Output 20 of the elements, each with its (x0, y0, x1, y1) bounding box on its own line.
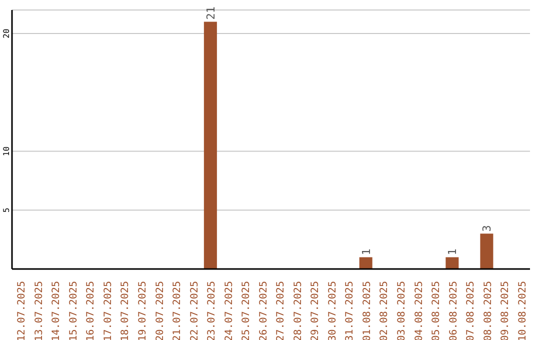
x-tick-label: 15.07.2025 (68, 281, 80, 340)
y-tick-label: 10 (2, 146, 11, 156)
x-tick-label: 14.07.2025 (51, 281, 62, 340)
x-tick-label: 10.08.2025 (517, 281, 528, 340)
bar (204, 22, 217, 269)
y-tick-label: 5 (2, 208, 11, 213)
bar (480, 234, 494, 269)
data-label: 1 (360, 248, 373, 256)
x-tick-label: 19.07.2025 (138, 281, 148, 340)
y-tick-label: 20 (2, 28, 11, 38)
x-tick-label: 12.07.2025 (16, 281, 28, 340)
data-label: 1 (446, 248, 460, 256)
x-tick-label: 18.07.2025 (120, 281, 132, 340)
bar (446, 257, 459, 269)
data-label: 21 (204, 6, 218, 20)
x-tick-label: 13.07.2025 (34, 281, 45, 340)
x-tick-label: 16.07.2025 (86, 281, 97, 340)
bar (359, 257, 372, 269)
data-label: 3 (480, 225, 494, 232)
x-tick-label: 17.07.2025 (102, 281, 114, 340)
